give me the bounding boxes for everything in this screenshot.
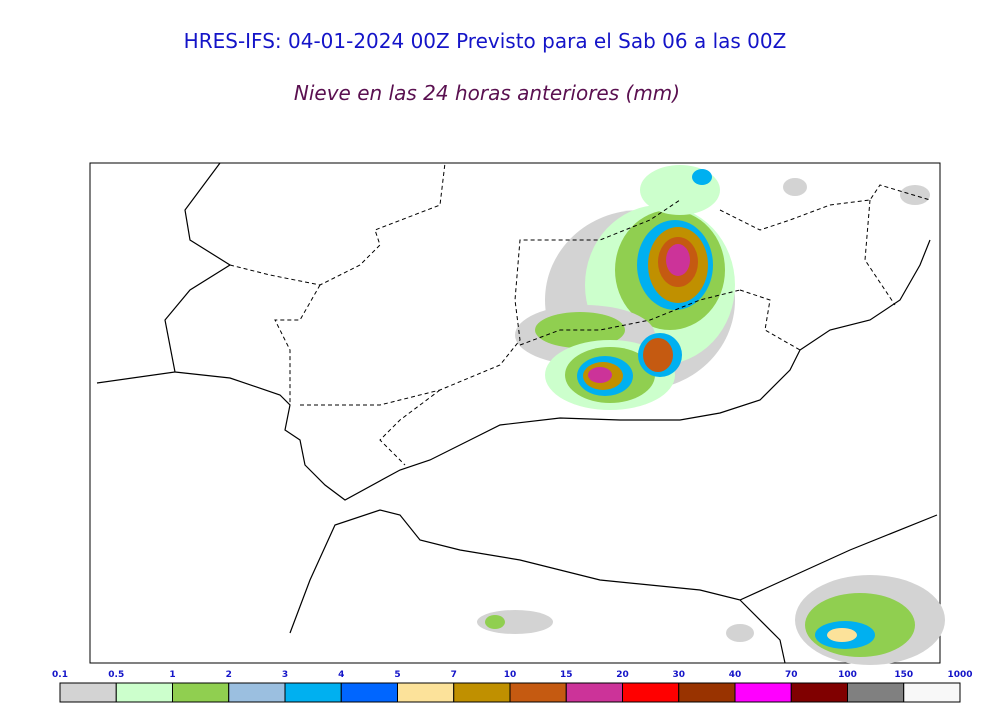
- colorbar-label: 3: [282, 670, 288, 680]
- colorbar-label: 7: [451, 670, 457, 680]
- colorbar-label: 1000: [947, 670, 972, 680]
- map-frame: [89, 162, 941, 664]
- colorbar-swatch: [397, 682, 455, 703]
- map: [89, 162, 945, 665]
- colorbar-label: 0.5: [108, 670, 124, 680]
- coastline-iberia: [96, 162, 931, 501]
- colorbar-label: 5: [394, 670, 400, 680]
- colorbar: 0.1 0.5 1 2 3 4 5 7 10 15 20 30 40 70 100 150 1000: [52, 670, 973, 703]
- colorbar-label: 30: [672, 670, 685, 680]
- regional-borders: [229, 162, 931, 466]
- colorbar-swatch: [903, 682, 961, 703]
- colorbar-swatch: [340, 682, 398, 703]
- colorbar-label: 1: [169, 670, 175, 680]
- colorbar-label: 2: [226, 670, 232, 680]
- colorbar-swatch: [172, 682, 230, 703]
- colorbar-swatch: [453, 682, 511, 703]
- coastline-africa: [289, 509, 938, 664]
- colorbar-label: 4: [338, 670, 344, 680]
- colorbar-label: 100: [838, 670, 857, 680]
- colorbar-swatch: [115, 682, 173, 703]
- subtitle: Nieve en las 24 horas anteriores (mm): [294, 81, 680, 105]
- colorbar-swatch: [678, 682, 736, 703]
- colorbar-label: 10: [504, 670, 517, 680]
- colorbar-label: 150: [894, 670, 913, 680]
- colorbar-swatch: [509, 682, 567, 703]
- colorbar-swatch: [847, 682, 905, 703]
- snow-field: [477, 165, 945, 665]
- colorbar-label: 40: [729, 670, 742, 680]
- colorbar-label: 70: [785, 670, 798, 680]
- colorbar-label: 20: [616, 670, 629, 680]
- colorbar-swatch: [734, 682, 792, 703]
- colorbar-swatch: [565, 682, 623, 703]
- title: HRES-IFS: 04-01-2024 00Z Previsto para e…: [184, 29, 787, 53]
- colorbar-swatch: [790, 682, 848, 703]
- colorbar-label: 15: [560, 670, 573, 680]
- colorbar-swatch: [228, 682, 286, 703]
- colorbar-label: 0.1: [52, 670, 68, 680]
- colorbar-swatch: [59, 682, 117, 703]
- colorbar-swatch: [284, 682, 342, 703]
- colorbar-swatch: [622, 682, 680, 703]
